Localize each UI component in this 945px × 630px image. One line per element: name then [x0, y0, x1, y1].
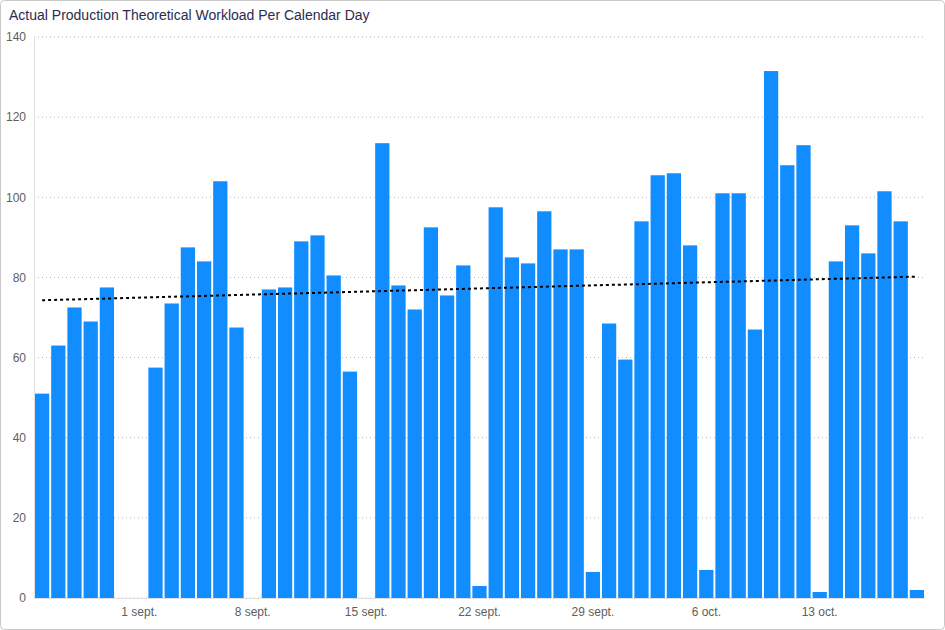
y-tick-label: 40: [13, 431, 27, 445]
x-tick-label: 29 sept.: [572, 605, 615, 619]
chart: Actual Production Theoretical Workload P…: [0, 0, 945, 630]
bar: [67, 307, 81, 598]
bar: [570, 249, 584, 598]
bar: [213, 181, 227, 598]
y-tick-label: 60: [13, 351, 27, 365]
bar: [667, 173, 681, 598]
x-tick-label: 1 sept.: [121, 605, 157, 619]
bar: [618, 360, 632, 598]
bar: [796, 145, 810, 598]
bar: [537, 211, 551, 598]
x-tick: 15 sept.: [345, 598, 388, 619]
bar: [910, 590, 924, 598]
y-tick: 0: [19, 591, 34, 605]
bar: [51, 346, 65, 598]
bar: [764, 71, 778, 598]
x-tick-label: 13 oct.: [802, 605, 838, 619]
bar: [327, 275, 341, 598]
grid-line: [34, 117, 925, 118]
y-tick: 100: [6, 191, 34, 205]
x-tick: 6 oct.: [692, 598, 721, 619]
bar: [148, 368, 162, 598]
bar: [100, 287, 114, 598]
bar: [521, 263, 535, 598]
bar: [440, 295, 454, 598]
bar: [408, 309, 422, 598]
bar: [472, 586, 486, 598]
bar: [375, 143, 389, 598]
bar: [634, 221, 648, 598]
bar: [424, 227, 438, 598]
x-tick: 13 oct.: [802, 598, 838, 619]
y-tick: 40: [13, 431, 34, 445]
y-tick: 120: [6, 110, 34, 124]
bar: [262, 289, 276, 598]
bar: [829, 261, 843, 598]
frame: [1, 1, 945, 630]
grid: [34, 37, 925, 598]
bar: [505, 257, 519, 598]
bar: [553, 249, 567, 598]
x-tick: 8 sept.: [235, 598, 271, 619]
y-tick: 140: [6, 30, 34, 44]
x-axis-line: [35, 598, 926, 599]
x-tick: 22 sept.: [458, 598, 501, 619]
y-axis: 0 20 40 60 80 100 120 140: [6, 30, 35, 605]
bar: [181, 247, 195, 598]
bar: [165, 303, 179, 598]
bar: [586, 572, 600, 598]
x-tick: 29 sept.: [572, 598, 615, 619]
bar: [780, 165, 794, 598]
x-tick-label: 15 sept.: [345, 605, 388, 619]
bar: [813, 592, 827, 598]
bar: [602, 324, 616, 598]
plot-area: [35, 71, 924, 598]
bar: [456, 265, 470, 598]
bar: [197, 261, 211, 598]
bar: [489, 207, 503, 598]
bar: [343, 372, 357, 598]
bar: [699, 570, 713, 598]
bar: [877, 191, 891, 598]
bar: [683, 245, 697, 598]
bar: [845, 225, 859, 598]
x-tick-label: 22 sept.: [458, 605, 501, 619]
x-tick-label: 8 sept.: [235, 605, 271, 619]
y-tick-label: 0: [19, 591, 26, 605]
y-tick: 80: [13, 271, 34, 285]
y-tick-label: 80: [13, 271, 27, 285]
bar: [310, 235, 324, 598]
bar: [391, 285, 405, 598]
trend-line: [42, 277, 917, 301]
bar: [84, 322, 98, 598]
bar: [748, 330, 762, 598]
bar: [229, 328, 243, 598]
bar: [294, 241, 308, 598]
bar: [35, 394, 49, 598]
y-axis-line: [34, 38, 35, 599]
bar: [278, 287, 292, 598]
x-tick-label: 6 oct.: [692, 605, 721, 619]
x-axis: 1 sept. 8 sept. 15 sept. 22 sept. 29 sept. 6 …: [35, 598, 926, 619]
bar: [732, 193, 746, 598]
bar: [651, 175, 665, 598]
bar: [861, 253, 875, 598]
y-tick-label: 120: [6, 110, 26, 124]
y-tick-label: 140: [6, 30, 26, 44]
bar: [715, 193, 729, 598]
y-tick: 60: [13, 351, 34, 365]
x-tick: 1 sept.: [121, 598, 157, 619]
grid-line: [34, 37, 925, 38]
y-tick-label: 100: [6, 191, 26, 205]
y-tick-label: 20: [13, 511, 27, 525]
title: Actual Production Theoretical Workload P…: [9, 7, 370, 23]
y-tick: 20: [13, 511, 34, 525]
